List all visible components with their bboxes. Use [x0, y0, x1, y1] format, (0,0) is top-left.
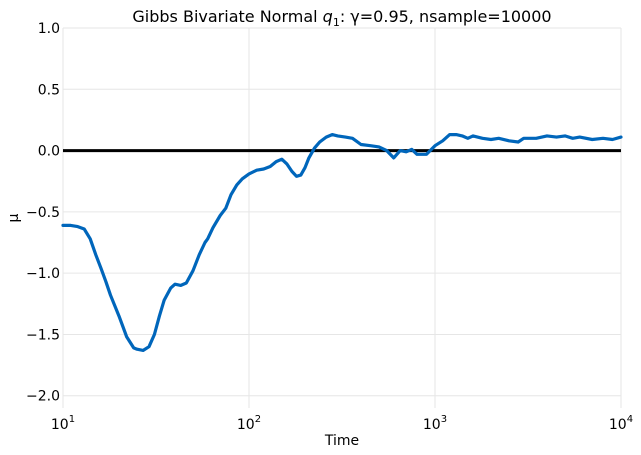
y-tick-label: 1.0: [38, 21, 60, 37]
title-suffix: : γ=0.95, nsample=10000: [340, 7, 552, 26]
y-tick-label: −0.5: [26, 205, 60, 221]
y-tick-label: −1.5: [26, 327, 60, 343]
x-axis-ticks: 101 102 103 104: [51, 414, 633, 433]
y-tick-label: 0.0: [38, 144, 60, 160]
x-tick-label: 103: [423, 414, 447, 433]
title-prefix: Gibbs Bivariate Normal: [132, 7, 322, 26]
y-tick-label: 0.5: [38, 82, 60, 98]
y-tick-label: −1.0: [26, 266, 60, 282]
x-tick-label: 101: [51, 414, 75, 433]
series-layer: [61, 133, 623, 352]
chart-title: Gibbs Bivariate Normal q1: γ=0.95, nsamp…: [132, 7, 551, 29]
y-axis-ticks: 1.0 0.5 0.0 −0.5 −1.0 −1.5 −2.0: [26, 21, 60, 405]
series-line: [61, 133, 623, 352]
title-var: q: [323, 7, 333, 26]
title-sub: 1: [333, 16, 340, 29]
y-axis-label: μ: [6, 213, 22, 222]
y-tick-label: −2.0: [26, 389, 60, 405]
x-axis-label: Time: [324, 433, 359, 449]
x-tick-label: 102: [237, 414, 261, 433]
grid: [62, 27, 622, 408]
x-tick-label: 104: [609, 414, 633, 433]
